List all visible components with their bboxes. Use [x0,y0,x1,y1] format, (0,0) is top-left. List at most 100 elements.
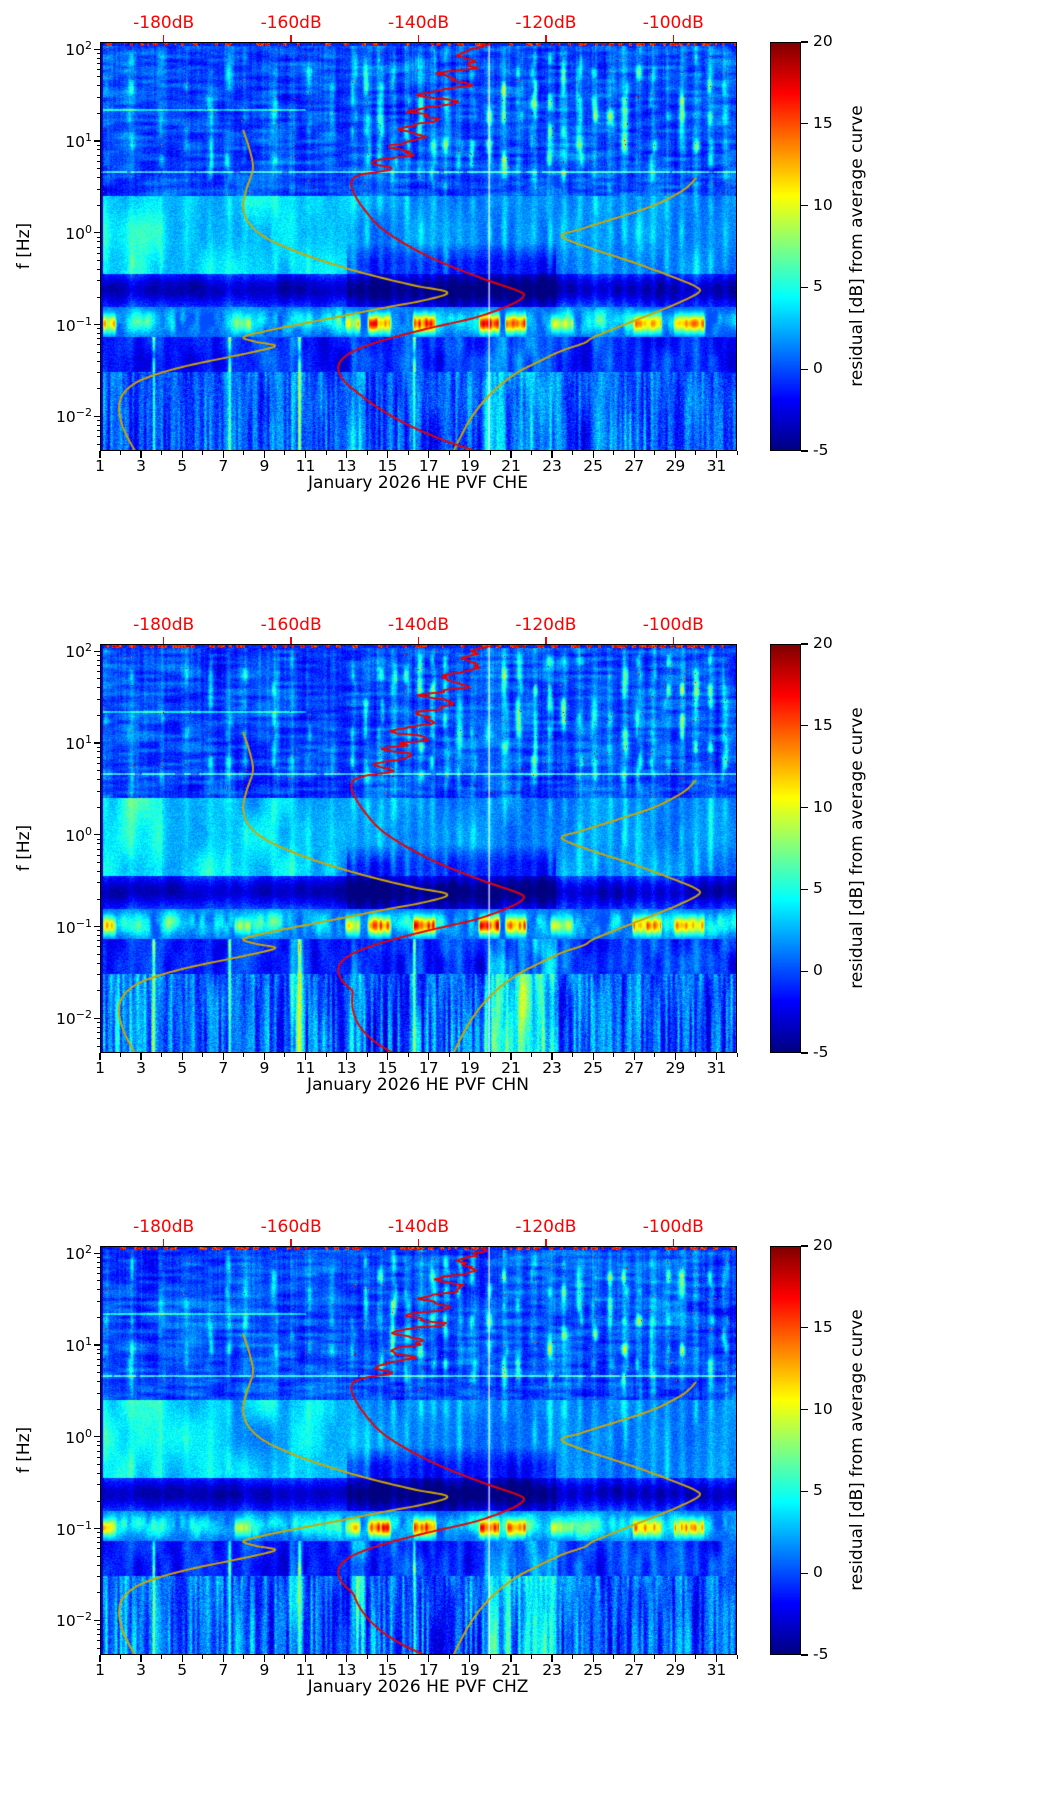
x-tick-label: 19 [459,457,480,475]
y-minor-tick [96,687,100,689]
x-tick-label: 5 [177,1661,188,1679]
spectrogram-canvas-CHN [100,644,737,1053]
y-minor-tick [96,659,100,661]
colorbar-tick-label: 5 [813,879,823,898]
x-tick [99,1655,101,1662]
colorbar-tick [801,725,808,727]
y-tick-label: 10−2 [56,1008,92,1029]
x-minor-tick [243,1053,245,1057]
top-axis-tick [162,35,165,42]
top-axis-tick [417,637,420,644]
y-minor-tick [96,762,100,764]
y-minor-tick [96,436,100,438]
x-tick-label: 31 [706,1661,727,1679]
top-axis-label: -160dB [260,615,322,635]
top-axis-label: -100dB [642,13,704,33]
x-minor-tick [366,1655,368,1659]
x-tick [140,1053,142,1060]
x-tick-label: 9 [259,1661,270,1679]
y-minor-tick [96,1564,100,1566]
y-minor-tick [96,1500,100,1502]
y-minor-tick [96,756,100,758]
y-minor-tick [96,259,100,261]
y-minor-tick [96,1537,100,1539]
y-minor-tick [96,1392,100,1394]
y-tick [93,1436,100,1438]
y-minor-tick [96,1445,100,1447]
y-minor-tick [96,1256,100,1258]
top-axis-tick [672,35,675,42]
y-tick-label: 102 [65,39,92,60]
x-tick-label: 29 [665,1059,686,1077]
colorbar-tick-label: 10 [813,195,833,214]
x-tick-label: 7 [218,1059,229,1077]
x-tick-label: 13 [336,1661,357,1679]
y-minor-tick [96,1289,100,1291]
y-tick [93,324,100,326]
y-tick [93,1344,100,1346]
x-tick [263,1655,265,1662]
y-minor-tick [96,698,100,700]
y-tick-label: 101 [65,733,92,754]
y-minor-tick [96,930,100,932]
x-minor-tick [654,1053,656,1057]
y-minor-tick [96,52,100,54]
y-minor-tick [96,1634,100,1636]
y-minor-tick [96,424,100,426]
x-tick [387,1053,389,1060]
y-axis-label: f [Hz] [14,824,34,872]
x-tick [99,451,101,458]
colorbar-tick-label: 20 [813,634,833,652]
x-minor-tick [325,1655,327,1659]
y-minor-tick [96,1026,100,1028]
x-tick-label: 23 [542,1661,562,1679]
colorbar-label: residual [dB] from average curve [847,105,867,387]
y-minor-tick [96,1381,100,1383]
x-tick [345,1655,348,1662]
y-tick [93,926,100,928]
x-tick-label: 11 [295,1661,316,1679]
x-tick [510,1655,512,1662]
colorbar-tick-label: -5 [813,1645,829,1663]
x-minor-tick [407,1655,409,1659]
x-minor-tick [654,451,656,455]
top-axis-label: -160dB [260,1217,322,1237]
x-tick [387,1655,389,1662]
y-minor-tick [96,388,100,390]
y-minor-tick [96,882,100,884]
y-tick-label: 100 [65,222,92,243]
spectrogram-panel-CHZ: f [Hz] residual [dB] from average curve … [0,1204,1052,1806]
y-minor-tick [96,806,100,808]
x-tick-label: 21 [501,1661,521,1679]
y-minor-tick [96,344,100,346]
y-minor-tick [96,236,100,238]
colorbar-tick-label: 5 [813,277,823,296]
colorbar-tick [801,1654,808,1656]
y-tick [93,1252,100,1254]
y-minor-tick [96,1576,100,1578]
plot-title-CHE: January 2026 HE PVF CHE [308,473,528,493]
y-minor-tick [96,360,100,362]
x-tick [551,451,553,458]
y-minor-tick [96,57,100,59]
plot-area-CHE [100,42,737,451]
x-minor-tick [572,1053,574,1057]
x-tick [304,1655,307,1662]
y-minor-tick [96,1624,100,1626]
x-minor-tick [572,451,574,455]
y-minor-tick [96,779,100,781]
y-minor-tick [96,443,100,445]
colorbar-label: residual [dB] from average curve [847,707,867,989]
top-axis-tick [290,35,292,42]
y-minor-tick [96,935,100,937]
y-minor-tick [96,144,100,146]
x-minor-tick [202,451,204,455]
y-minor-tick [96,268,100,270]
x-tick-label: 31 [706,457,727,475]
top-axis-tick [162,1239,165,1246]
x-tick-label: 3 [136,457,147,475]
x-minor-tick [325,451,327,455]
colorbar-tick [801,1409,808,1411]
x-tick-label: 25 [583,1661,604,1679]
x-minor-tick [736,1655,738,1659]
